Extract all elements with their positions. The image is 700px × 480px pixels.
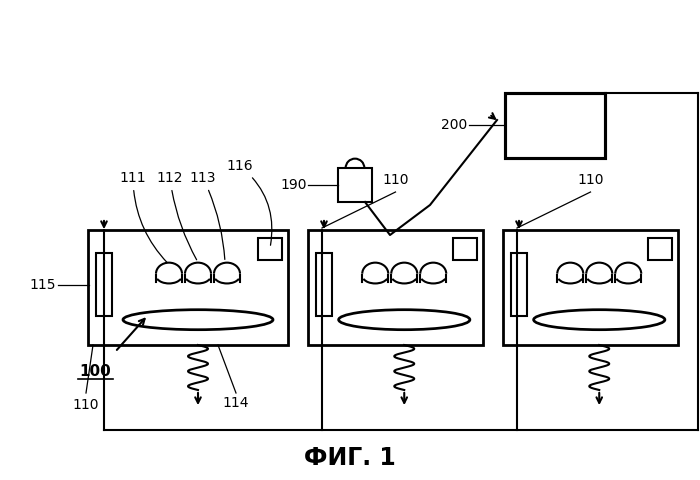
Bar (648, 238, 672, 260)
Bar (308, 230, 483, 345)
Text: ФИГ. 1: ФИГ. 1 (304, 446, 396, 470)
Text: 110: 110 (73, 398, 99, 412)
Bar (258, 238, 282, 260)
Text: 113: 113 (190, 171, 225, 259)
Text: 110: 110 (578, 173, 603, 187)
Bar (511, 253, 527, 316)
Text: 115: 115 (29, 278, 56, 292)
Bar (316, 253, 332, 316)
Text: 112: 112 (157, 171, 197, 260)
Text: 190: 190 (281, 178, 307, 192)
Bar (453, 238, 477, 260)
Ellipse shape (339, 310, 470, 330)
Bar (338, 168, 372, 202)
Bar (88, 230, 288, 345)
Text: 200: 200 (441, 118, 467, 132)
Text: 111: 111 (120, 171, 167, 263)
Bar (96, 253, 112, 316)
Bar (503, 230, 678, 345)
Ellipse shape (123, 310, 273, 330)
Text: 114: 114 (223, 396, 249, 410)
Ellipse shape (533, 310, 665, 330)
Text: 116: 116 (227, 159, 272, 245)
Text: 100: 100 (79, 364, 111, 380)
Text: 110: 110 (382, 173, 409, 187)
Bar (505, 93, 605, 157)
